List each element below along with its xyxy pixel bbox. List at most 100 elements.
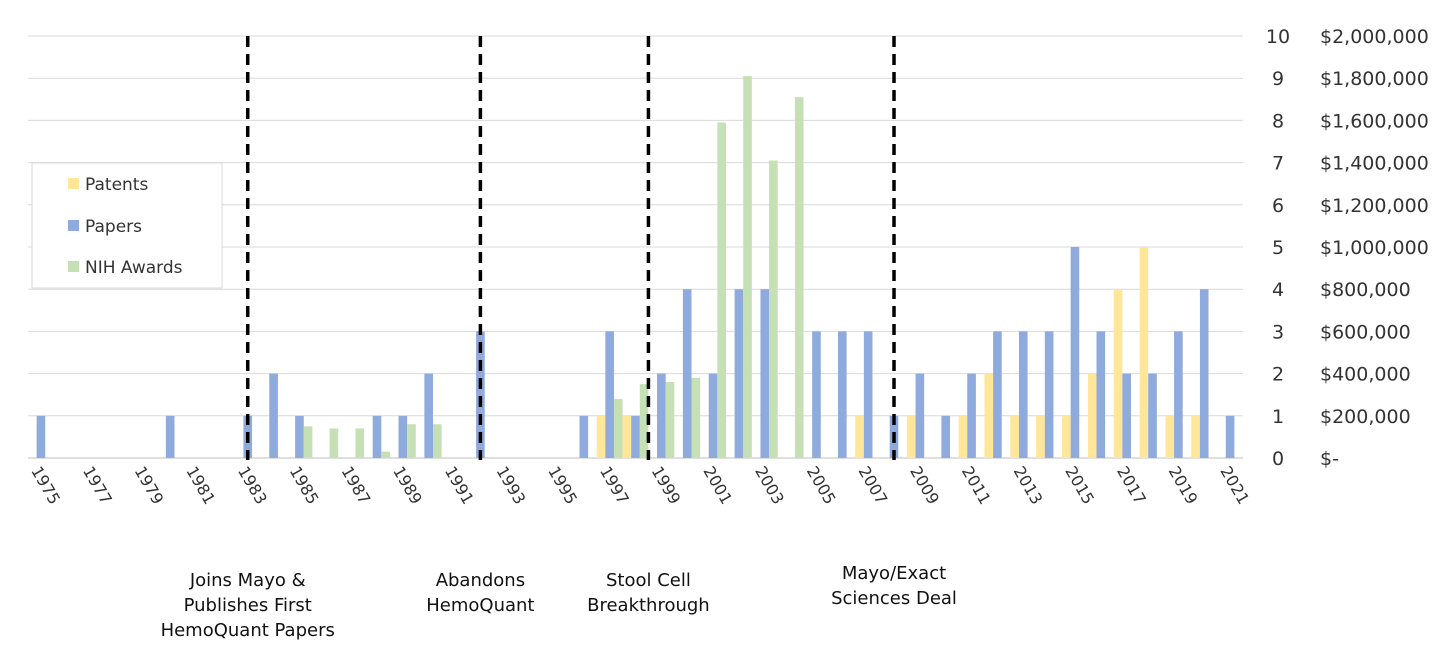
bar-patents-1998: [622, 415, 632, 458]
bar-papers-2015: [1070, 247, 1080, 458]
y-axis-count: 0 1 2 3 4 5 6 7 8 9 10: [1266, 26, 1290, 470]
bar-papers-1990: [424, 373, 433, 458]
bar-patents-2016: [1087, 373, 1097, 458]
bar-papers-1980: [165, 415, 175, 458]
bar-papers-2019: [1174, 331, 1183, 458]
x-tick-label: 2013: [1010, 463, 1047, 508]
bar-patents-2009: [906, 415, 916, 458]
legend-swatch: [68, 261, 79, 272]
bar-papers-1999: [657, 373, 666, 458]
bar-papers-2021: [1225, 415, 1235, 458]
bar-papers-2014: [1044, 331, 1054, 458]
y-tick-dollars: $2,000,000: [1320, 26, 1429, 48]
x-tick-label: 1975: [27, 463, 64, 508]
bar-papers-1988: [372, 415, 382, 458]
bar-papers-2020: [1199, 289, 1209, 458]
bar-papers-2011: [967, 373, 976, 458]
y-tick-count: 7: [1272, 153, 1284, 175]
x-tick-label: 2019: [1165, 463, 1202, 508]
milestone-label: Sciences Deal: [831, 588, 957, 609]
x-tick-label: 2021: [1216, 463, 1253, 508]
x-tick-label: 1993: [493, 463, 530, 508]
legend-swatch: [68, 220, 79, 231]
y-tick-dollars: $-: [1320, 448, 1339, 470]
x-tick-label: 1979: [131, 463, 168, 508]
y-tick-count: 1: [1272, 406, 1284, 428]
bar-papers-1975: [36, 415, 46, 458]
x-tick-label: 2015: [1061, 463, 1098, 508]
bar-nih-awards-1998: [639, 384, 649, 458]
bar-patents-2014: [1036, 415, 1045, 458]
y-tick-dollars: $800,000: [1320, 279, 1411, 301]
bar-patents-2015: [1062, 415, 1071, 458]
bar-patents-2020: [1191, 415, 1200, 458]
y-tick-dollars: $1,400,000: [1320, 153, 1429, 175]
bar-papers-2009: [915, 373, 925, 458]
bar-papers-2013: [1018, 331, 1028, 458]
bar-papers-2003: [760, 289, 770, 458]
milestone-label: HemoQuant: [426, 595, 534, 616]
x-tick-label: 2011: [958, 463, 995, 508]
y-tick-count: 5: [1272, 237, 1284, 259]
bar-papers-2006: [838, 331, 847, 458]
bar-papers-2017: [1122, 373, 1131, 458]
bar-papers-2002: [734, 289, 744, 458]
y-tick-dollars: $200,000: [1320, 406, 1411, 428]
x-axis: 1975 1977 1979 1981 1983 1985 1987 1989 1991 1993…: [27, 463, 1253, 508]
legend-label: Patents: [85, 175, 148, 195]
legend-swatch: [68, 178, 79, 189]
x-tick-label: 1987: [337, 463, 374, 508]
bar-papers-2018: [1148, 373, 1157, 458]
bar-nih-awards-1990: [433, 424, 442, 458]
bar-nih-awards-1986: [329, 428, 339, 458]
x-tick-label: 1995: [544, 463, 581, 508]
bar-nih-awards-2004: [794, 97, 804, 458]
x-tick-label: 2003: [751, 463, 788, 508]
milestone-label: Joins Mayo &: [189, 570, 306, 591]
x-tick-label: 1977: [79, 463, 116, 508]
bar-papers-1992: [476, 331, 485, 458]
legend-box: [31, 162, 223, 289]
bar-papers-2000: [682, 289, 692, 458]
bar-papers-1984: [269, 373, 278, 458]
bar-nih-awards-2001: [717, 122, 726, 458]
bar-nih-awards-2003: [769, 160, 778, 459]
bar-papers-1985: [295, 415, 304, 458]
bar-papers-1989: [398, 415, 408, 458]
bar-papers-2001: [708, 373, 718, 458]
x-tick-label: 2007: [855, 463, 892, 508]
bar-papers-2012: [993, 331, 1002, 458]
bar-nih-awards-1987: [355, 428, 365, 458]
x-tick-label: 1991: [441, 463, 478, 508]
y-tick-dollars: $1,600,000: [1320, 110, 1429, 132]
bar-nih-awards-1985: [303, 426, 313, 458]
milestone-label: Breakthrough: [587, 595, 710, 616]
y-tick-count: 6: [1272, 195, 1284, 217]
bar-papers-1998: [631, 415, 640, 458]
x-tick-label: 2001: [699, 463, 736, 508]
bar-nih-awards-2000: [691, 377, 701, 458]
x-tick-label: 2009: [906, 463, 943, 508]
bar-patents-2013: [1010, 415, 1019, 458]
legend-label: NIH Awards: [85, 258, 183, 278]
bar-patents-2019: [1165, 415, 1175, 458]
y-tick-count: 3: [1272, 321, 1284, 343]
legend-label: Papers: [85, 217, 142, 237]
y-axis-dollars: $- $200,000 $400,000 $600,000 $800,000 $1,000…: [1320, 26, 1429, 470]
milestone-label: Abandons: [436, 570, 525, 591]
y-tick-count: 9: [1272, 68, 1284, 90]
bar-papers-2007: [863, 331, 873, 458]
bar-nih-awards-1989: [407, 424, 416, 458]
bar-nih-awards-1988: [381, 451, 390, 458]
y-tick-count: 10: [1266, 26, 1290, 48]
x-tick-label: 1983: [234, 463, 271, 508]
y-tick-dollars: $1,000,000: [1320, 237, 1429, 259]
legend: Patents Papers NIH Awards: [31, 162, 223, 289]
x-tick-label: 1989: [389, 463, 426, 508]
bar-patents-2017: [1113, 289, 1123, 458]
bar-nih-awards-1997: [613, 398, 623, 458]
y-tick-count: 4: [1272, 279, 1284, 301]
bar-patents-2011: [958, 415, 968, 458]
x-tick-label: 1997: [596, 463, 633, 508]
